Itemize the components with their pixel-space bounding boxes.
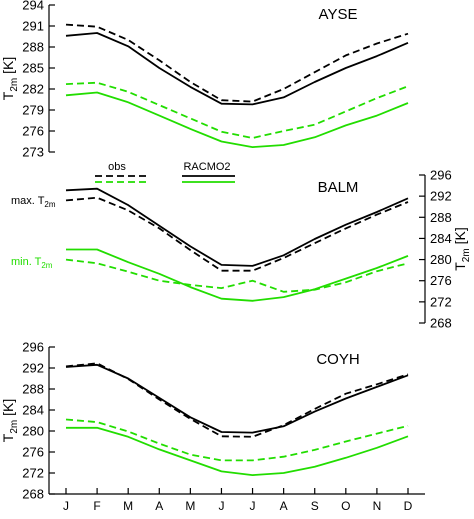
y-tick-label: 284 [430, 231, 452, 246]
x-tick-label: J [63, 499, 69, 513]
x-tick-label: F [93, 499, 100, 513]
series-line-obs-min [65, 81, 409, 139]
y-tick-label: 288 [22, 40, 44, 55]
y-tick-label: 284 [22, 403, 44, 418]
y-tick-label: 296 [22, 340, 44, 355]
series-line-racmo2-min [66, 426, 409, 477]
series-line-racmo2-min [66, 248, 409, 302]
series-line-obs-max [65, 23, 409, 103]
y-tick-label: 273 [22, 145, 44, 160]
y-tick-label: 268 [22, 487, 44, 502]
series-line-racmo2-max [65, 32, 409, 106]
x-tick-label: N [373, 499, 382, 513]
y-axis-label: T2m [K] [452, 227, 472, 270]
y-tick-label: 294 [22, 0, 44, 13]
chart-panels: 273 276 279 282 285 288 291 294 T2m [K] AYSE 268 27… [0, 0, 472, 502]
y-tick-label: 279 [22, 103, 44, 118]
panel-ayse: 273 276 279 282 285 288 291 294 T2m [K] AYSE [0, 0, 409, 160]
series-line-racmo2-max [65, 363, 409, 434]
x-tick-label: A [155, 499, 163, 513]
y-tick-label: 276 [430, 273, 452, 288]
series-line-obs-max [65, 196, 409, 272]
series-line-racmo2-min [65, 91, 409, 149]
station-label: COYH [316, 351, 359, 368]
legend-label-racmo2: RACMO2 [183, 161, 230, 173]
panel-balm: 268 272 276 280 284 288 292 296 T2m [K] BALM [65, 168, 472, 331]
series-line-obs-min [65, 418, 409, 462]
y-tick-label: 296 [430, 168, 452, 183]
y-axis-label: T2m [K] [0, 399, 20, 442]
legend-label-max-t2m: max. T2m [11, 195, 56, 209]
x-tick-label: M [185, 499, 195, 513]
x-tick-label: J [218, 499, 224, 513]
y-tick-label: 280 [430, 252, 452, 267]
y-tick-label: 280 [22, 424, 44, 439]
y-tick-label: 288 [22, 382, 44, 397]
x-tick-label: D [404, 499, 413, 513]
y-tick-label: 272 [430, 294, 452, 309]
x-tick-label: A [280, 499, 288, 513]
station-label: AYSE [319, 6, 358, 23]
station-label: BALM [318, 179, 359, 196]
y-tick-label: 276 [22, 445, 44, 460]
legend-label-min-t2m: min. T2m [11, 256, 53, 270]
y-tick-label: 276 [22, 124, 44, 139]
x-tick-label: S [311, 499, 319, 513]
y-tick-label: 288 [430, 210, 452, 225]
y-tick-label: 291 [22, 19, 44, 34]
y-tick-label: 292 [430, 189, 452, 204]
y-tick-label: 282 [22, 82, 44, 97]
series-line-obs-min [65, 258, 409, 293]
y-tick-label: 268 [430, 316, 452, 331]
chart-legend: obs RACMO2 max. T2m min. T2m [11, 161, 235, 270]
y-tick-label: 292 [22, 361, 44, 376]
legend-label-obs: obs [108, 161, 126, 173]
series-line-racmo2-max [65, 187, 409, 267]
x-tick-label: J [250, 499, 256, 513]
y-tick-label: 285 [22, 61, 44, 76]
y-axis-label: T2m [K] [0, 57, 20, 100]
x-tick-label: O [341, 499, 350, 513]
x-tick-label: M [123, 499, 133, 513]
panel-coyh: 268 272 276 280 284 288 292 296 T2m [K] COYH [0, 340, 409, 502]
y-tick-label: 272 [22, 466, 44, 481]
